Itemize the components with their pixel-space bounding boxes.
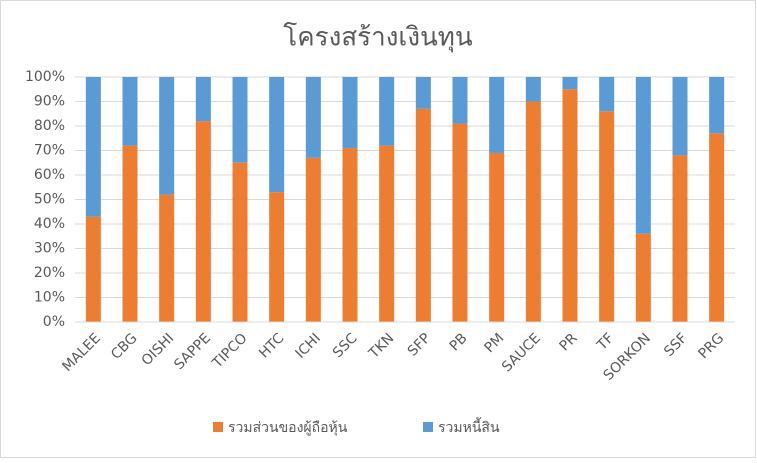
bar bbox=[452, 123, 468, 322]
bar bbox=[342, 77, 358, 149]
y-tick-label: 0% bbox=[43, 314, 65, 330]
y-tick-label: 50% bbox=[34, 192, 65, 208]
bar bbox=[159, 77, 175, 195]
bar bbox=[599, 77, 615, 112]
legend-swatch bbox=[423, 422, 433, 432]
bar bbox=[379, 77, 395, 146]
bar bbox=[269, 192, 285, 322]
bar bbox=[635, 77, 651, 234]
bar bbox=[525, 77, 541, 102]
bar bbox=[525, 101, 541, 322]
y-tick-label: 70% bbox=[34, 143, 65, 159]
bar bbox=[195, 77, 211, 122]
bar bbox=[195, 121, 211, 322]
bar bbox=[672, 77, 688, 156]
legend-label: รวมส่วนของผู้ถือหุ้น bbox=[228, 420, 348, 436]
bar bbox=[709, 77, 725, 134]
bar bbox=[85, 216, 101, 322]
y-tick-label: 30% bbox=[34, 241, 65, 257]
y-tick-label: 80% bbox=[34, 118, 65, 134]
bar bbox=[122, 145, 138, 322]
y-tick-label: 40% bbox=[34, 216, 65, 232]
bar bbox=[415, 108, 431, 322]
bar bbox=[562, 89, 578, 322]
bar bbox=[232, 162, 248, 322]
bar bbox=[305, 157, 321, 322]
bar bbox=[489, 77, 505, 153]
bar bbox=[269, 77, 285, 193]
bar bbox=[672, 155, 688, 322]
bar bbox=[489, 152, 505, 322]
bar bbox=[159, 194, 175, 322]
bar bbox=[379, 145, 395, 322]
y-tick-label: 90% bbox=[34, 94, 65, 110]
bar bbox=[232, 77, 248, 163]
bar bbox=[709, 133, 725, 322]
bar bbox=[562, 77, 578, 90]
bar bbox=[85, 77, 101, 217]
legend-swatch bbox=[213, 422, 223, 432]
bar bbox=[305, 77, 321, 158]
y-tick-label: 20% bbox=[34, 265, 65, 281]
y-tick-label: 100% bbox=[25, 69, 65, 85]
chart-title: โครงสร้างเงินทุน bbox=[283, 22, 473, 53]
bar bbox=[599, 111, 615, 322]
y-tick-label: 60% bbox=[34, 167, 65, 183]
bar bbox=[452, 77, 468, 124]
legend-label: รวมหนี้สิน bbox=[438, 417, 500, 436]
bar bbox=[415, 77, 431, 109]
bar bbox=[635, 233, 651, 322]
bar bbox=[342, 148, 358, 322]
y-tick-label: 10% bbox=[34, 290, 65, 306]
bar bbox=[122, 77, 138, 146]
